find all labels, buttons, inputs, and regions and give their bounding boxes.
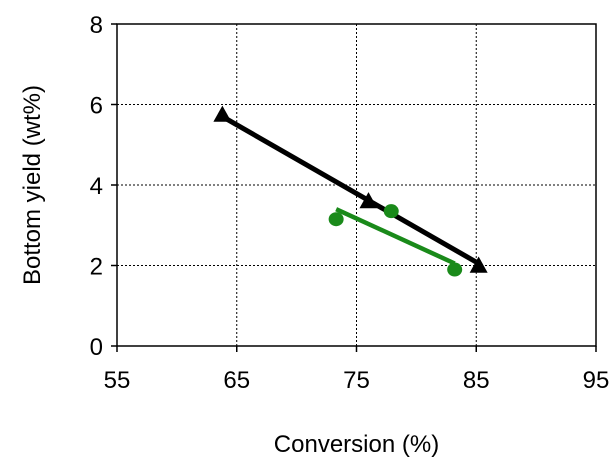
grid-lines <box>117 24 596 346</box>
x-tick-label: 65 <box>223 367 250 394</box>
y-axis-title: Bottom yield (wt%) <box>19 85 46 285</box>
x-tick-label: 85 <box>463 367 490 394</box>
y-tick-label: 2 <box>90 254 103 281</box>
circle-data-point <box>447 262 463 277</box>
y-tick-label: 4 <box>90 173 103 200</box>
data-points <box>213 105 488 277</box>
y-tick-label: 8 <box>90 12 103 39</box>
triangle-data-point <box>469 256 488 273</box>
tick-labels: 55 65 75 85 95 0 2 4 6 8 <box>90 12 610 394</box>
circle-series-fit-line <box>335 207 456 266</box>
x-tick-label: 55 <box>104 367 131 394</box>
y-tick-label: 0 <box>90 334 103 361</box>
x-tick-label: 75 <box>343 367 370 394</box>
circle-data-point <box>383 204 399 219</box>
axis-ticks <box>111 23 597 352</box>
y-tick-label: 6 <box>90 93 103 120</box>
x-tick-label: 95 <box>583 367 610 394</box>
fit-lines <box>221 114 480 266</box>
triangle-data-point <box>359 192 378 209</box>
circle-data-point <box>328 212 344 227</box>
x-axis-title: Conversion (%) <box>274 431 439 458</box>
triangle-data-point <box>213 105 232 122</box>
triangle-series-fit-line <box>221 114 480 266</box>
